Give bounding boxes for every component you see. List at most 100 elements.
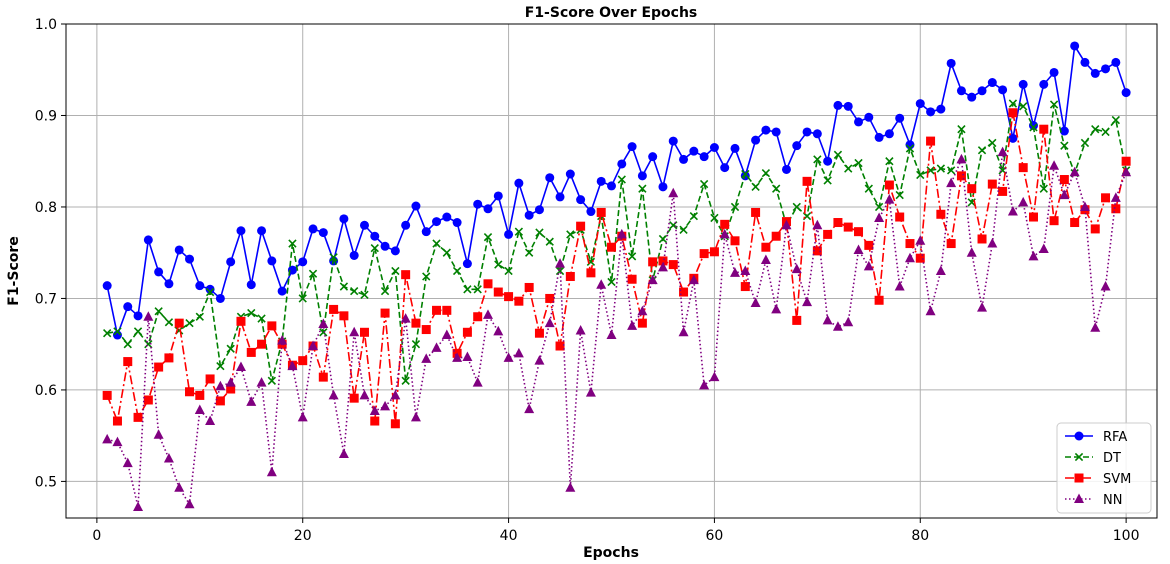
data-point-nn [863, 260, 874, 271]
x-tick-label: 80 [911, 528, 929, 544]
data-point-nn [832, 321, 843, 331]
data-point-dt [205, 287, 215, 297]
data-point-dt [689, 211, 699, 221]
data-point-svm [884, 180, 894, 190]
data-point-dt [432, 239, 441, 248]
data-point-svm [432, 305, 442, 315]
data-point-dt [319, 328, 328, 337]
data-point-rfa [442, 212, 452, 222]
data-point-dt [916, 170, 925, 180]
data-point-nn [225, 377, 236, 387]
data-point-svm [143, 395, 153, 405]
data-point-dt [391, 266, 400, 276]
data-point-svm [1111, 204, 1121, 214]
legend-box [1056, 422, 1152, 514]
data-point-rfa [617, 159, 627, 169]
data-point-rfa [792, 141, 802, 151]
data-point-rfa [401, 220, 411, 230]
y-axis-title: F1-Score [6, 236, 22, 306]
data-point-nn [637, 305, 648, 316]
data-point-nn [585, 387, 596, 397]
data-point-dt [247, 308, 256, 318]
data-point-rfa [576, 195, 586, 205]
data-point-nn [184, 498, 195, 509]
data-point-svm [874, 295, 884, 305]
data-point-dt [226, 344, 235, 353]
series-layer [102, 41, 1132, 512]
data-point-rfa [854, 117, 864, 127]
data-point-nn [812, 219, 823, 230]
series-rfa [102, 41, 1131, 340]
series-line-nn [106, 151, 1127, 508]
data-point-nn [513, 347, 524, 358]
data-point-svm [864, 240, 874, 250]
data-point-nn [966, 247, 977, 257]
data-point-svm [257, 339, 267, 349]
data-point-dt [1101, 127, 1110, 137]
data-point-rfa [349, 250, 359, 260]
data-point-dt [1049, 100, 1059, 109]
data-point-svm [462, 327, 472, 337]
data-point-dt [679, 225, 688, 234]
data-point-dt [772, 184, 781, 193]
data-point-dt [524, 248, 534, 257]
data-point-dt [463, 285, 472, 294]
data-point-svm [792, 315, 802, 325]
legend-label: NN [1103, 493, 1122, 508]
data-point-rfa [679, 154, 689, 164]
data-point-dt [144, 340, 153, 349]
data-point-rfa [648, 152, 658, 162]
data-point-rfa [493, 191, 503, 201]
data-point-svm [1039, 124, 1049, 134]
data-point-dt [401, 376, 410, 385]
data-point-svm [102, 390, 112, 400]
data-point-dt [638, 184, 647, 193]
series-svm [102, 108, 1131, 429]
data-point-rfa [895, 113, 905, 123]
data-point-rfa [1008, 133, 1018, 143]
data-point-nn [1059, 189, 1070, 200]
data-point-nn [472, 377, 483, 387]
data-point-svm [534, 328, 544, 338]
data-point-dt [1060, 141, 1069, 150]
data-point-svm [339, 311, 349, 321]
data-point-nn [1007, 206, 1018, 216]
data-point-rfa [565, 169, 575, 179]
data-point-svm [545, 293, 555, 303]
data-point-nn [904, 252, 915, 263]
data-point-nn [194, 404, 205, 415]
data-point-nn [441, 329, 452, 340]
data-point-nn [657, 261, 668, 272]
legend: RFA DT SVM NN [1056, 422, 1152, 514]
data-point-dt [370, 243, 379, 253]
data-point-dt [1091, 125, 1100, 134]
data-point-svm [967, 184, 977, 194]
data-point-rfa [380, 241, 390, 251]
data-point-nn [163, 453, 174, 463]
data-point-svm [679, 287, 689, 297]
data-point-rfa [998, 85, 1008, 95]
data-point-nn [287, 360, 298, 371]
data-point-nn [122, 457, 133, 468]
data-point-rfa [936, 104, 946, 114]
data-point-rfa [257, 226, 267, 236]
data-point-svm [411, 318, 421, 328]
x-tick-label: 60 [706, 528, 724, 544]
y-tick-label: 0.6 [35, 383, 57, 399]
data-point-rfa [359, 220, 369, 230]
data-point-nn [328, 389, 339, 400]
data-point-dt [380, 286, 390, 296]
y-tick-label: 0.7 [35, 291, 57, 307]
data-point-svm [493, 287, 503, 297]
legend-swatch-marker [1074, 431, 1084, 441]
data-point-dt [350, 286, 359, 296]
data-point-svm [380, 308, 390, 318]
data-point-dt [1080, 138, 1090, 148]
data-point-rfa [1018, 79, 1028, 89]
data-point-dt [1029, 123, 1038, 132]
data-point-svm [359, 327, 369, 337]
series-dt [103, 99, 1131, 385]
data-point-svm [720, 219, 730, 229]
data-point-nn [246, 396, 257, 406]
data-point-nn [987, 238, 998, 248]
